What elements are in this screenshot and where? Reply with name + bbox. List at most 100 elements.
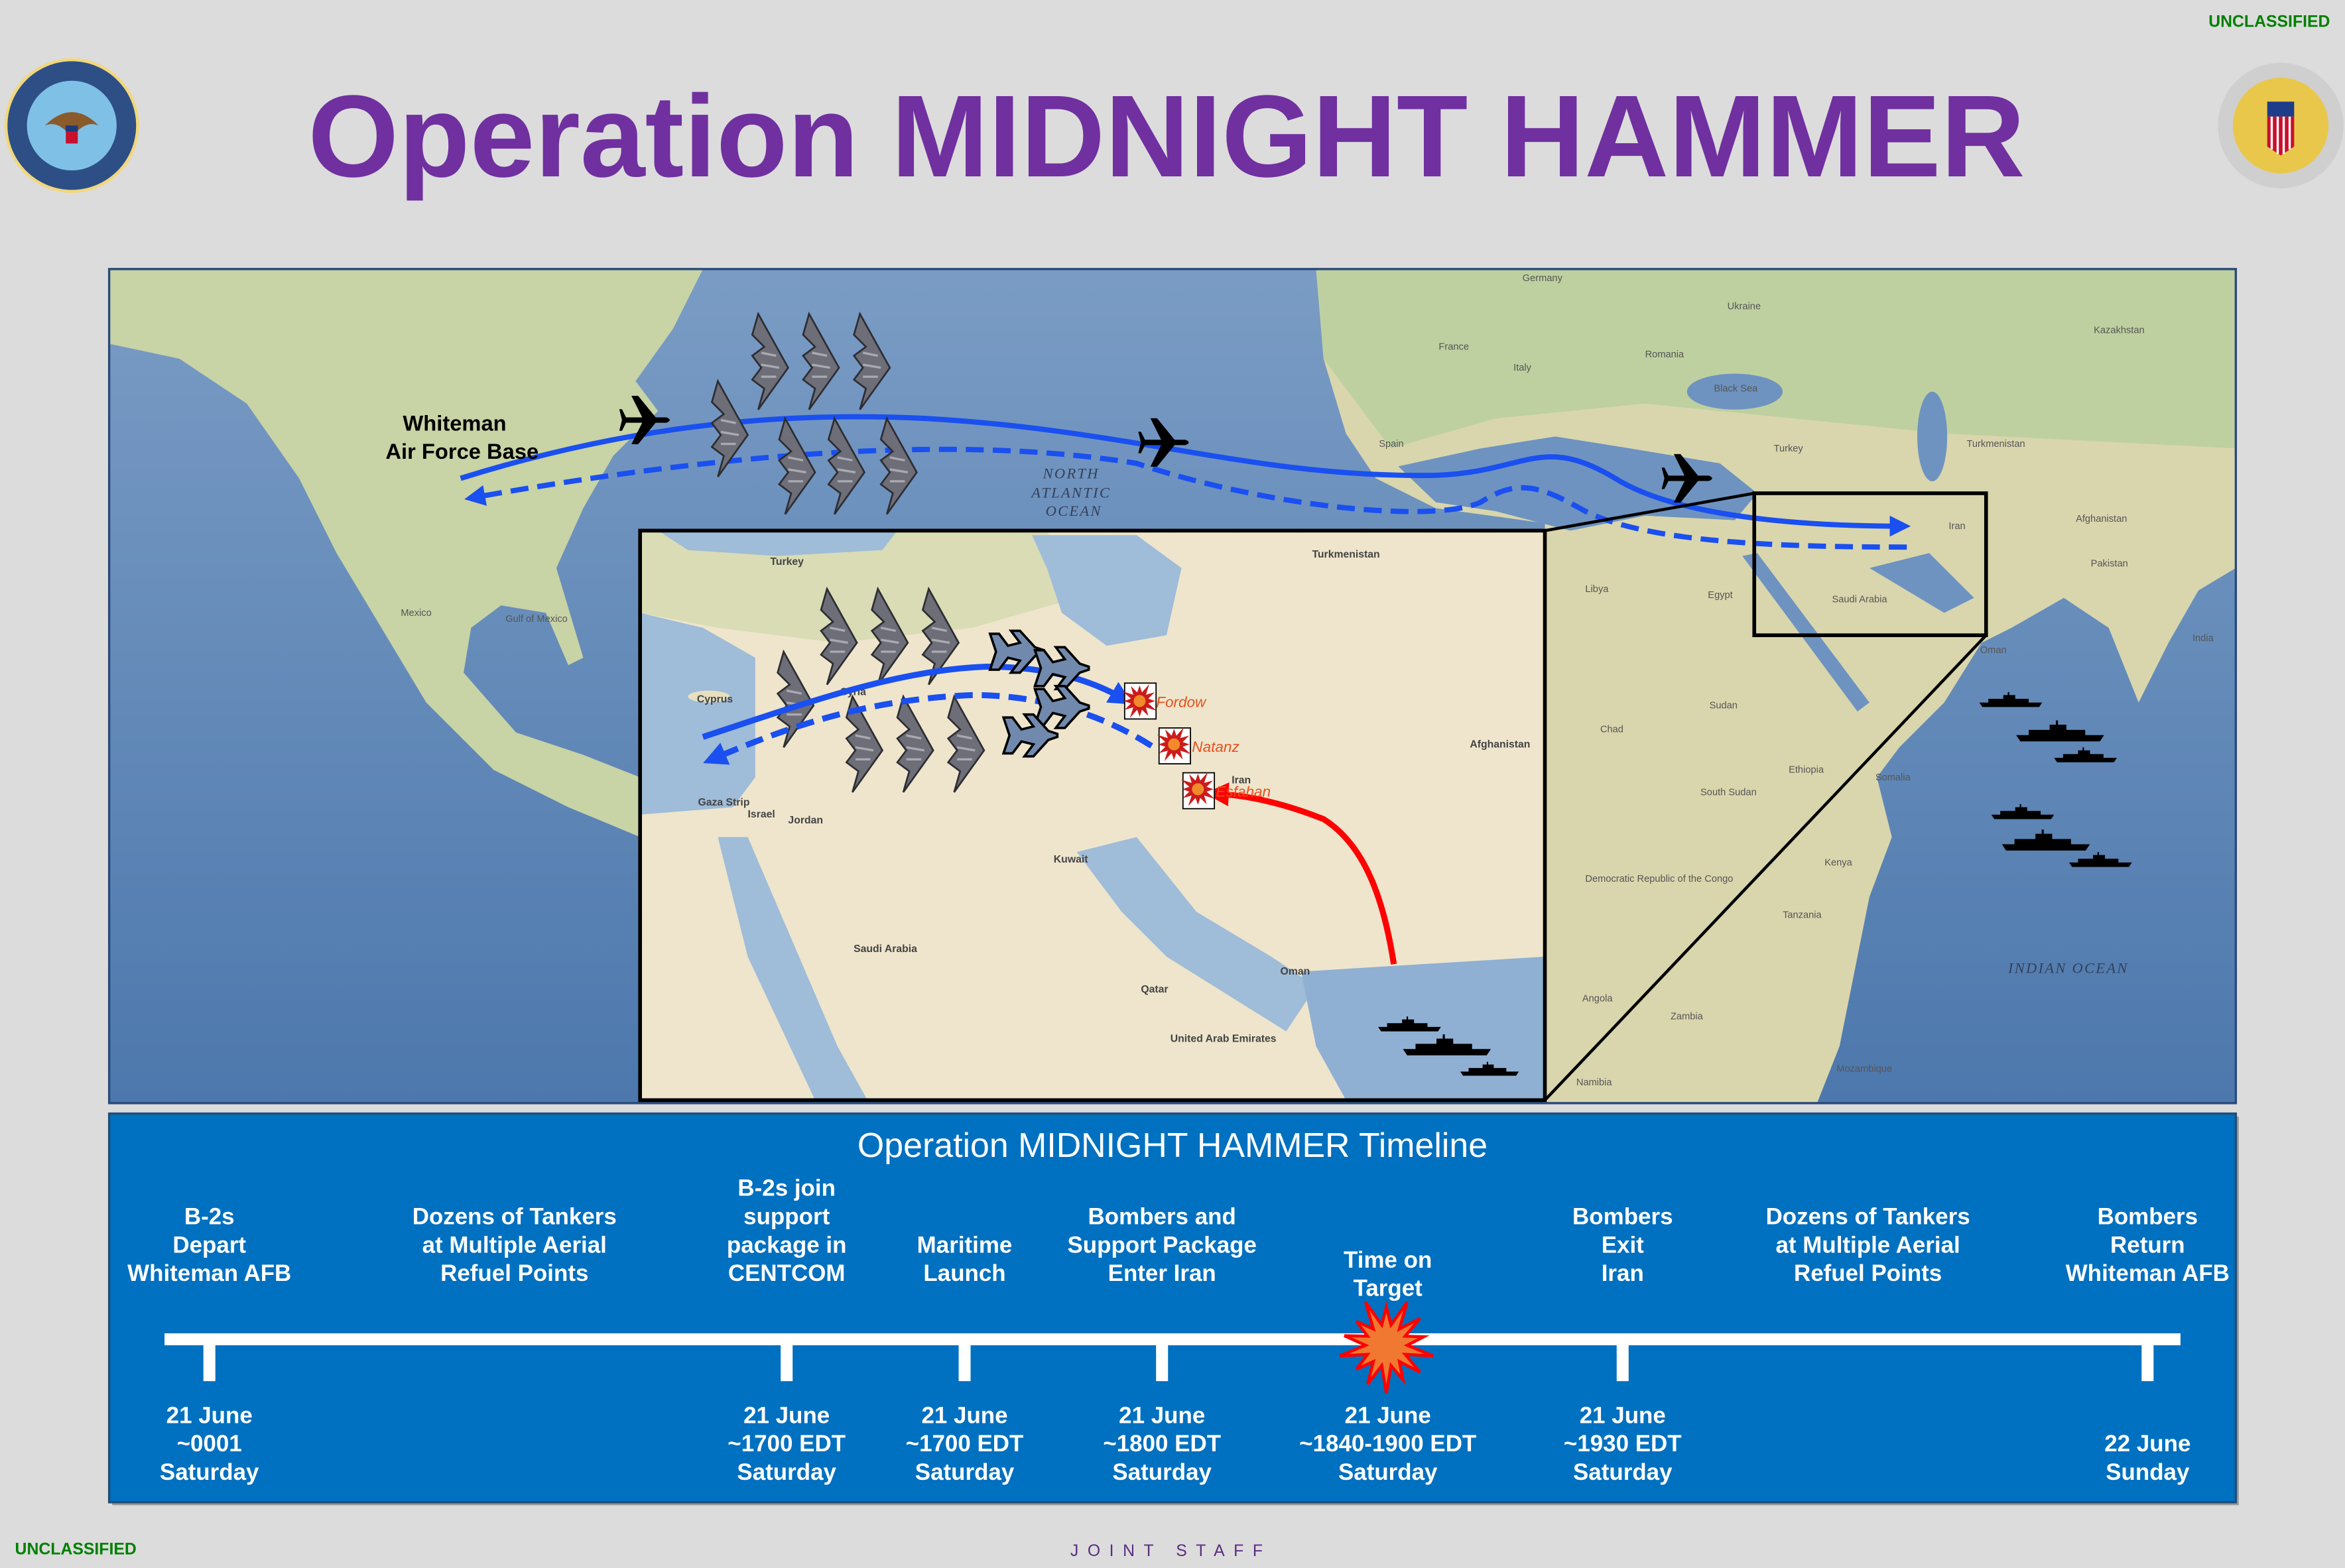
target-label: Natanz — [1192, 739, 1239, 755]
map-label: Turkmenistan — [1966, 439, 2025, 450]
map-label: Chad — [1600, 725, 1623, 735]
timeline-event: B-2s Depart Whiteman AFB 21 June ~0001 Saturd… — [127, 1203, 291, 1485]
timeline-event: Dozens of Tankers at Multiple Aerial Refue… — [1766, 1203, 1970, 1286]
mediterranean-sea — [1398, 436, 1757, 531]
red-sea — [1742, 553, 1870, 712]
inset-frame — [638, 528, 1547, 1103]
timeline-event-time: 21 June ~1840-1900 EDT Saturday — [1299, 1402, 1476, 1485]
map-label: Jordan — [788, 815, 823, 826]
map-label: Italy — [1513, 363, 1532, 373]
map-label: Afghanistan — [2076, 514, 2127, 524]
timeline-tick — [203, 1342, 216, 1382]
caspian-sea — [1917, 391, 1948, 481]
map-label: Namibia — [1576, 1077, 1613, 1088]
timeline-event: B-2s join support package in CENTCOM 21 June… — [727, 1176, 847, 1485]
timeline-event-label: Bombers and Support Package Enter Iran — [1067, 1203, 1256, 1286]
black-sea — [658, 530, 898, 556]
map-label: Kazakhstan — [2094, 326, 2145, 336]
whiteman-afb-label: Whiteman Air Force Base — [385, 410, 539, 463]
timeline-event-label: B-2s join support package in CENTCOM — [727, 1176, 847, 1287]
page-title: Operation MIDNIGHT HAMMER — [308, 72, 2025, 202]
caspian-sea — [1032, 535, 1182, 646]
map-label: Tanzania — [1783, 910, 1822, 920]
map-label: Mozambique — [1836, 1063, 1892, 1074]
black-sea — [1686, 373, 1783, 410]
unclassified-top-marking: UNCLASSIFIED — [2208, 13, 2330, 31]
timeline-event-label: Maritime Launch — [917, 1232, 1013, 1286]
jcs-seal-logo — [2218, 62, 2344, 189]
map-label: Democratic Republic of the Congo — [1585, 874, 1733, 884]
map-label: Pakistan — [2091, 558, 2128, 569]
map-label: United Arab Emirates — [1171, 1033, 1277, 1044]
map-label: Mexico — [401, 608, 431, 619]
map-label: India — [2192, 633, 2214, 644]
timeline-event: Bombers Return Whiteman AFB 22 June Sunday — [2066, 1203, 2230, 1485]
map-label: Germany — [1523, 273, 1563, 284]
map-label: Gulf of Mexico — [505, 614, 568, 625]
map-label: Sudan — [1710, 701, 1738, 711]
persian-gulf — [1869, 553, 1974, 613]
north-america-landmass — [109, 269, 703, 837]
timeline-event: Bombers Exit Iran 21 June ~1930 EDT Saturday — [1564, 1203, 1682, 1485]
timeline-tick — [781, 1342, 793, 1382]
timeline-tick — [2141, 1342, 2154, 1382]
timeline-event-label: Bombers Return Whiteman AFB — [2066, 1203, 2230, 1286]
persian-gulf — [1076, 837, 1316, 1032]
map-label: Zambia — [1671, 1012, 1704, 1022]
map-label: Ethiopia — [1789, 765, 1824, 776]
timeline-event-label: Dozens of Tankers at Multiple Aerial Refue… — [1766, 1203, 1970, 1286]
map-frame — [107, 268, 2238, 1105]
map-label: Turkey — [1774, 444, 1804, 454]
map-label: South Sudan — [1700, 787, 1757, 798]
inset-connector — [1543, 634, 1988, 1101]
page-title-name: MIDNIGHT HAMMER — [891, 72, 2025, 202]
ingress-route — [460, 414, 1911, 537]
target-label: Fordow — [1156, 694, 1207, 710]
timeline-event-label: Bombers Exit Iran — [1572, 1203, 1673, 1286]
timeline-panel: Operation MIDNIGHT HAMMER Timeline B-2s D… — [107, 1112, 2239, 1506]
iran-highlight-box — [1752, 491, 1988, 637]
indian-ocean-label: INDIAN OCEAN — [2007, 960, 2129, 977]
map-label: Egypt — [1708, 590, 1732, 601]
target-natanz: Natanz — [1157, 727, 1239, 764]
eagle-icon — [44, 112, 99, 138]
timeline-event: Time on Target 21 June ~1840-1900 EDT Saturd… — [1299, 1247, 1476, 1485]
north-atlantic-ocean-label: NORTH ATLANTIC OCEAN — [1030, 465, 1116, 518]
timeline-axis — [164, 1333, 2181, 1346]
map-label: Turkmenistan — [1312, 549, 1379, 560]
map-label: Saudi Arabia — [854, 943, 917, 955]
map-label: Gaza Strip — [698, 797, 749, 808]
timeline-event-label: Time on Target — [1344, 1247, 1432, 1301]
map-label: Oman — [1980, 645, 2007, 656]
timeline-event-time: 21 June ~1700 EDT Saturday — [728, 1402, 846, 1485]
timeline-event-time: 21 June ~0001 Saturday — [160, 1402, 259, 1485]
timeline-event: Maritime Launch 21 June ~1700 EDT Saturday — [906, 1232, 1024, 1485]
timeline-event-time: 22 June Sunday — [2104, 1431, 2190, 1485]
timeline-event: Dozens of Tankers at Multiple Aerial Refue… — [412, 1203, 617, 1286]
map-label: Turkey — [770, 556, 804, 568]
timeline-tick — [1156, 1342, 1169, 1382]
inset-connector — [1545, 491, 1755, 532]
map-label: Somalia — [1875, 772, 1911, 783]
inset-ingress-route — [702, 664, 1133, 740]
map-label: Ukraine — [1728, 302, 1761, 312]
map-label: Saudi Arabia — [1832, 595, 1888, 605]
map-label: Afghanistan — [1470, 739, 1530, 750]
time-on-target-explosion-icon — [1339, 1301, 1434, 1394]
map-label: Angola — [1582, 994, 1613, 1004]
page-title-operation: Operation — [308, 72, 859, 202]
red-sea — [718, 837, 867, 1101]
timeline-tick — [1616, 1342, 1629, 1382]
dod-seal-logo — [4, 58, 139, 193]
map-label: Black Sea — [1714, 384, 1758, 394]
map-label: France — [1438, 342, 1469, 353]
map-label: Iran — [1232, 774, 1251, 786]
inset-egress-route — [703, 692, 1153, 765]
unclassified-bottom-marking: UNCLASSIFIED — [15, 1541, 137, 1559]
timeline-event-label: Dozens of Tankers at Multiple Aerial Refue… — [412, 1203, 617, 1286]
timeline-title: Operation MIDNIGHT HAMMER Timeline — [857, 1126, 1488, 1164]
map-label: Kuwait — [1054, 854, 1088, 865]
middle-east-inset-map: Turkey Turkmenistan Syria Cyprus Israel … — [640, 530, 1545, 1101]
map-label: Kenya — [1824, 857, 1852, 868]
